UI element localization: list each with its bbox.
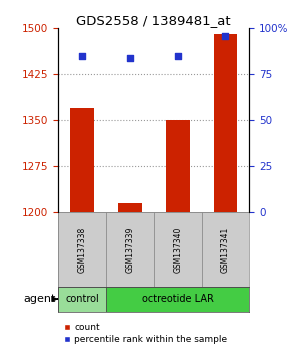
Bar [166, 120, 190, 212]
Text: agent: agent [23, 294, 56, 304]
Bar [118, 203, 142, 212]
Text: control: control [65, 294, 99, 304]
Legend: count, percentile rank within the sample: count, percentile rank within the sample [60, 320, 231, 348]
Point [223, 33, 228, 39]
Point [79, 53, 84, 59]
Bar [213, 34, 238, 212]
Point [175, 53, 180, 59]
Title: GDS2558 / 1389481_at: GDS2558 / 1389481_at [76, 14, 231, 27]
Bar [106, 212, 154, 287]
Text: GSM137341: GSM137341 [221, 227, 230, 273]
Bar [154, 212, 202, 287]
Text: octreotide LAR: octreotide LAR [142, 294, 213, 304]
Bar [58, 287, 106, 312]
Point [128, 55, 132, 61]
Bar [58, 212, 106, 287]
Text: GSM137338: GSM137338 [77, 227, 86, 273]
Bar [106, 287, 249, 312]
Bar [202, 212, 249, 287]
Bar [70, 108, 94, 212]
Text: GSM137340: GSM137340 [173, 226, 182, 273]
Text: GSM137339: GSM137339 [125, 226, 134, 273]
